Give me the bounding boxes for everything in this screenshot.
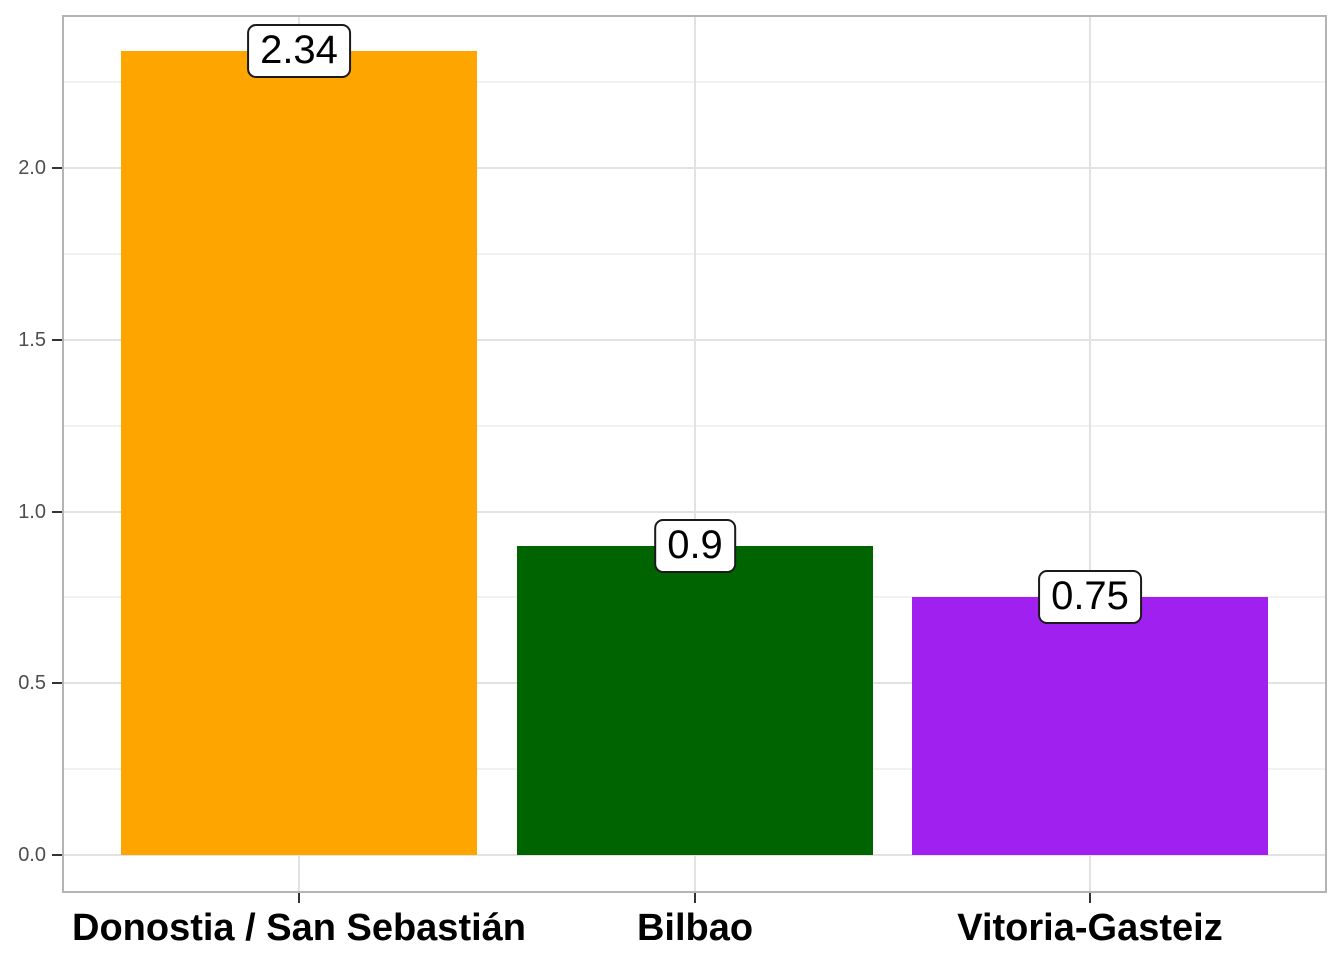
bar-2 — [517, 545, 873, 855]
bar-value-text: 0.9 — [667, 522, 723, 567]
gridline-vertical — [1089, 15, 1091, 893]
bar-value-label: 0.9 — [654, 518, 736, 573]
y-axis-tick-label: 2.0 — [18, 157, 46, 179]
bar-value-label: 0.75 — [1038, 570, 1142, 625]
y-axis-tick-mark — [52, 682, 62, 685]
x-axis-category-label: Bilbao — [636, 907, 754, 949]
y-axis-tick-label: 0.5 — [18, 672, 46, 695]
bar-value-label: 2.34 — [247, 24, 351, 79]
y-axis-tick-mark — [52, 854, 62, 856]
plot-panel: 2.34 0.9 0.75 — [62, 15, 1327, 893]
bar-value-text: 2.34 — [260, 28, 338, 73]
x-axis-tick-mark — [694, 893, 696, 903]
y-axis-tick-label: 0.0 — [18, 844, 46, 866]
bar-1 — [121, 51, 477, 855]
gridline-vertical — [694, 15, 696, 893]
x-axis-category-label: Vitoria-Gasteiz — [957, 907, 1223, 949]
x-axis-tick-mark — [1089, 893, 1091, 903]
x-axis-tick-mark — [298, 893, 300, 903]
y-axis-tick-mark — [52, 167, 62, 169]
y-axis-tick-label: 1.5 — [18, 328, 46, 351]
x-axis-category-label: Donostia / San Sebastián — [72, 907, 526, 949]
bar-value-text: 0.75 — [1051, 574, 1129, 619]
y-axis-tick-label: 1.0 — [18, 500, 46, 523]
bar-3 — [912, 597, 1268, 855]
y-axis-tick-mark — [52, 510, 62, 513]
y-axis-tick-mark — [52, 338, 62, 341]
